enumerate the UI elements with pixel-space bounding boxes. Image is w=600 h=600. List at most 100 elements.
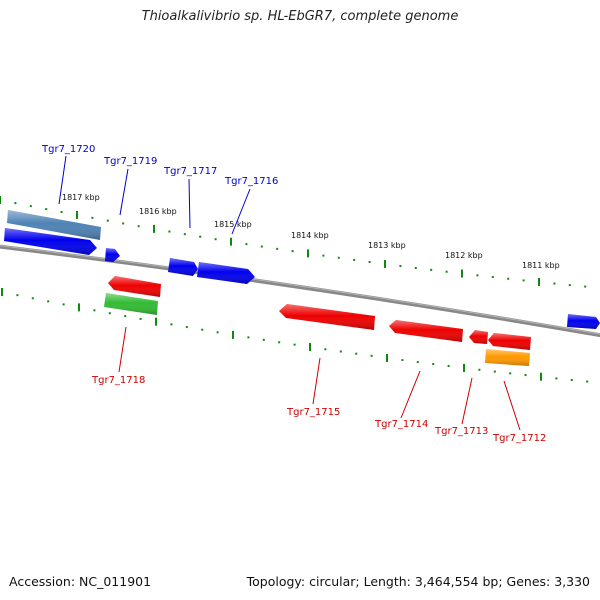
gene-tgr7-1718-b[interactable] <box>108 276 161 297</box>
scale-tick-minor <box>584 285 587 288</box>
scale-label-1816: 1816 kbp <box>139 207 177 216</box>
scale-tick-major <box>384 260 386 269</box>
scale-tick-minor <box>45 208 48 211</box>
label-tgr7-1720: Tgr7_1720 <box>41 144 95 155</box>
gene-tgr7-1719[interactable] <box>105 248 120 262</box>
scale-tick-minor <box>168 230 171 233</box>
label-tgr7-1717: Tgr7_1717 <box>163 166 217 177</box>
genome-backbone <box>0 244 600 338</box>
scale-tick-minor <box>339 350 342 353</box>
gene-tgr7-1716[interactable] <box>197 262 255 284</box>
scale-tick-minor <box>185 326 188 329</box>
scale-tick-minor <box>368 260 371 263</box>
page-title: Thioalkalivibrio sp. HL-EbGR7, complete … <box>141 9 459 24</box>
scale-tick-major <box>0 196 1 204</box>
scale-tick-major <box>76 210 78 219</box>
scale-tick-minor <box>247 336 250 339</box>
scale-tick-minor <box>509 372 512 375</box>
label-tgr7-1713: Tgr7_1713 <box>434 426 488 437</box>
scale-tick-minor <box>430 268 433 271</box>
gene-tgr7-1713[interactable] <box>469 330 488 344</box>
scale-tick-major <box>1 288 3 296</box>
scale-tick-minor <box>245 243 248 246</box>
scale-tick-minor <box>91 216 94 219</box>
gene-tgr7-1712-b[interactable] <box>488 333 531 350</box>
scale-tick-minor <box>370 354 373 357</box>
scale-tick-minor <box>355 352 358 355</box>
scale-tick-minor <box>29 205 32 208</box>
scale-tick-minor <box>139 317 142 320</box>
scale-tick-minor <box>260 245 263 248</box>
scale-tick-minor <box>445 270 448 273</box>
scale-tick-minor <box>14 202 17 205</box>
scale-tick-major <box>538 278 540 287</box>
scale-tick-major <box>463 363 465 372</box>
scale-label-1814: 1814 kbp <box>291 231 329 240</box>
scale-tick-minor <box>262 338 265 341</box>
accession-text: Accession: NC_011901 <box>9 574 152 589</box>
scale-tick-minor <box>62 303 65 306</box>
scale-tick-minor <box>183 233 186 236</box>
scale-label-1815: 1815 kbp <box>214 220 252 229</box>
lower-scale-ticks <box>1 288 589 383</box>
scale-tick-major <box>232 330 234 339</box>
scale-tick-minor <box>93 309 96 312</box>
scale-tick-major <box>153 224 155 233</box>
forward-label-leaders <box>58 155 251 235</box>
scale-tick-minor <box>507 277 510 280</box>
label-tgr7-1714: Tgr7_1714 <box>374 419 428 430</box>
gene-tgr7-1714[interactable] <box>389 320 463 342</box>
scale-tick-minor <box>201 328 204 331</box>
scale-tick-major <box>78 303 80 312</box>
scale-tick-minor <box>586 380 589 383</box>
scale-tick-minor <box>122 222 125 225</box>
gene-tgr7-1712[interactable] <box>485 349 530 366</box>
scale-tick-minor <box>31 297 34 300</box>
scale-tick-minor <box>447 365 450 368</box>
scale-tick-minor <box>493 370 496 373</box>
scale-tick-major <box>461 269 463 278</box>
scale-tick-minor <box>524 374 527 377</box>
scale-tick-minor <box>291 250 294 253</box>
gene-tgr7-1720-b[interactable] <box>4 228 97 255</box>
scale-tick-minor <box>137 225 140 228</box>
genome-summary-text: Topology: circular; Length: 3,464,554 bp… <box>246 574 590 589</box>
label-tgr7-1719: Tgr7_1719 <box>103 156 157 167</box>
gene-edge-forward[interactable] <box>567 314 600 329</box>
upper-scale-ticks <box>0 196 587 288</box>
scale-tick-minor <box>216 331 219 334</box>
scale-tick-minor <box>322 254 325 257</box>
scale-tick-major <box>307 249 309 258</box>
scale-tick-minor <box>16 294 19 297</box>
scale-tick-minor <box>570 378 573 381</box>
scale-tick-minor <box>278 341 281 344</box>
scale-tick-minor <box>432 363 435 366</box>
scale-tick-minor <box>276 247 279 250</box>
scale-label-1813: 1813 kbp <box>368 241 406 250</box>
scale-tick-minor <box>416 361 419 364</box>
scale-label-1812: 1812 kbp <box>445 251 483 260</box>
scale-tick-minor <box>324 348 327 351</box>
scale-tick-minor <box>124 315 127 318</box>
gene-tgr7-1717[interactable] <box>168 258 198 276</box>
gene-tgr7-1718[interactable] <box>104 293 158 315</box>
scale-tick-minor <box>353 258 356 261</box>
scale-tick-minor <box>170 323 173 326</box>
gene-tgr7-1720[interactable] <box>7 210 101 240</box>
scale-tick-minor <box>553 282 556 285</box>
label-tgr7-1712: Tgr7_1712 <box>492 433 546 444</box>
scale-tick-minor <box>476 274 479 277</box>
genome-backbone-highlight <box>0 245 600 335</box>
scale-tick-minor <box>555 377 558 380</box>
scale-tick-major <box>540 372 542 381</box>
label-tgr7-1715: Tgr7_1715 <box>286 407 340 418</box>
scale-tick-minor <box>60 211 63 214</box>
reverse-label-leaders <box>118 326 521 431</box>
scale-tick-minor <box>214 238 217 241</box>
label-tgr7-1716: Tgr7_1716 <box>224 176 278 187</box>
gene-tgr7-1715[interactable] <box>279 304 375 330</box>
scale-tick-minor <box>522 279 525 282</box>
scale-tick-minor <box>401 359 404 362</box>
scale-tick-minor <box>478 368 481 371</box>
